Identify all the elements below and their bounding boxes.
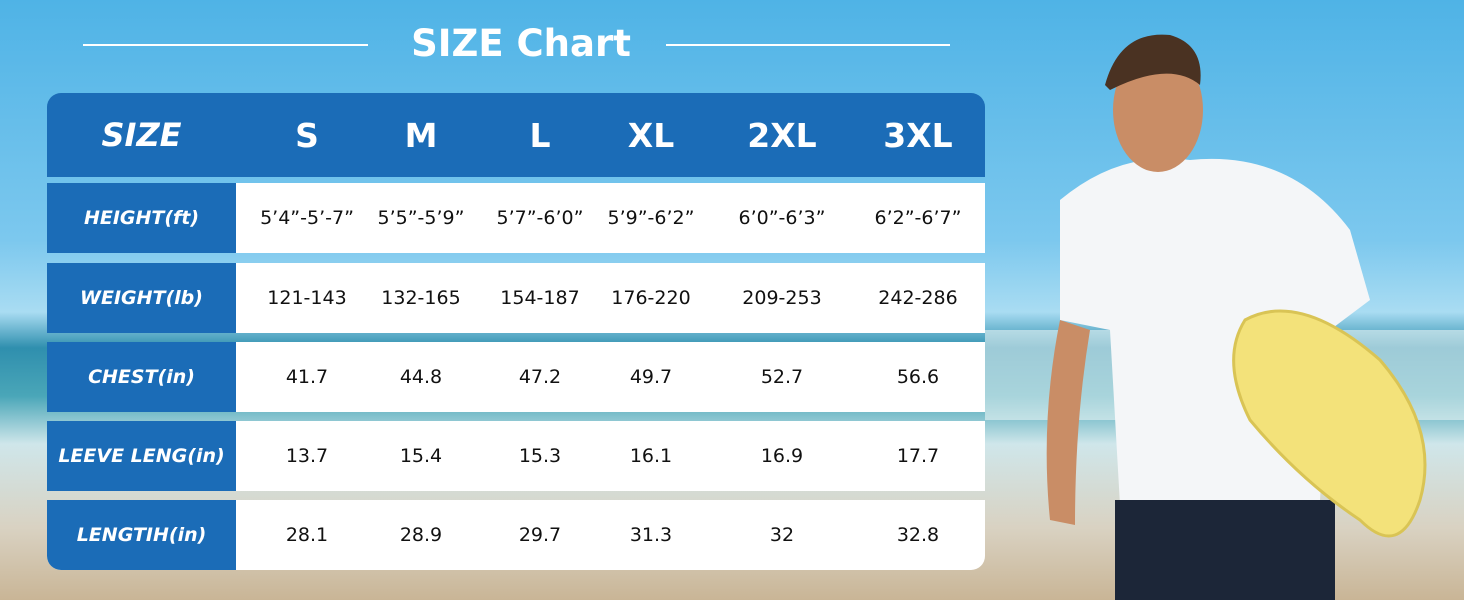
row-label: HEIGHT(ft) <box>47 183 236 253</box>
column-header: 3XL <box>883 115 953 155</box>
size-value: 5’5”-5’9” <box>377 207 465 229</box>
size-value: 16.1 <box>629 445 673 467</box>
row-label: LEEVE LENG(in) <box>47 421 236 491</box>
size-value: 28.1 <box>285 524 329 546</box>
surfboard <box>1232 309 1427 538</box>
size-value: 132-165 <box>381 287 461 309</box>
size-value: 6’0”-6’3” <box>738 207 826 229</box>
hair <box>1105 34 1201 90</box>
row-label: LENGTIH(in) <box>47 500 236 570</box>
size-value: 56.6 <box>896 366 940 388</box>
size-value: 41.7 <box>285 366 329 388</box>
size-value: 13.7 <box>285 445 329 467</box>
size-value: 29.7 <box>518 524 562 546</box>
size-value: 209-253 <box>742 287 822 309</box>
arm <box>1046 320 1090 525</box>
title-rule <box>666 44 950 46</box>
column-header: L <box>529 115 551 155</box>
size-value: 121-143 <box>267 287 347 309</box>
size-value: 32 <box>769 524 795 546</box>
size-value: 32.8 <box>896 524 940 546</box>
column-header: XL <box>627 115 675 155</box>
column-header: SIZE <box>101 116 182 154</box>
row-label: WEIGHT(lb) <box>47 263 236 333</box>
size-value: 17.7 <box>896 445 940 467</box>
size-value: 15.3 <box>518 445 562 467</box>
size-value: 5’9”-6’2” <box>607 207 695 229</box>
size-value: 15.4 <box>399 445 443 467</box>
size-value: 47.2 <box>518 366 562 388</box>
size-value: 49.7 <box>629 366 673 388</box>
column-header: 2XL <box>747 115 817 155</box>
shorts <box>1115 500 1335 600</box>
title: SIZE Chart <box>411 22 631 65</box>
column-header: M <box>404 115 438 155</box>
header-band <box>47 93 985 177</box>
size-value: 44.8 <box>399 366 443 388</box>
row-label: CHEST(in) <box>47 342 236 412</box>
size-value: 5’4”-5’-7” <box>260 207 354 229</box>
size-value: 28.9 <box>399 524 443 546</box>
size-value: 52.7 <box>760 366 804 388</box>
size-value: 176-220 <box>611 287 691 309</box>
size-value: 154-187 <box>500 287 580 309</box>
title-rule <box>83 44 368 46</box>
size-value: 31.3 <box>629 524 673 546</box>
size-value: 6’2”-6’7” <box>874 207 962 229</box>
size-value: 16.9 <box>760 445 804 467</box>
column-header: S <box>295 115 319 155</box>
size-value: 5’7”-6’0” <box>496 207 584 229</box>
size-value: 242-286 <box>878 287 958 309</box>
